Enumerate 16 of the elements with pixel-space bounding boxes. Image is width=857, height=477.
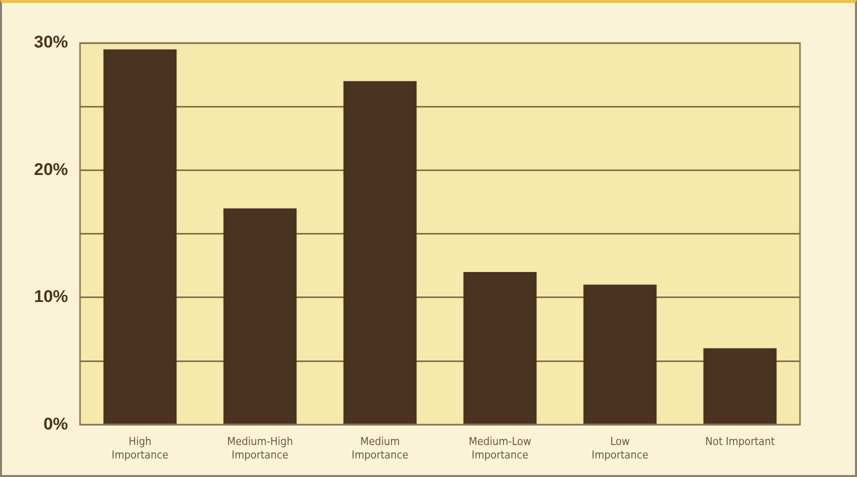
- y-tick-label: 30%: [34, 32, 68, 52]
- x-tick-label: Not Important: [705, 435, 775, 448]
- x-tick-label: High Importance: [112, 435, 168, 462]
- x-tick-label: Low Importance: [592, 435, 648, 462]
- x-tick-label: Medium Importance: [352, 435, 408, 462]
- y-tick-label: 0%: [43, 414, 68, 434]
- bar: [583, 284, 657, 424]
- x-tick-label: Medium-High Importance: [227, 435, 293, 462]
- bar: [223, 208, 297, 424]
- bar: [463, 272, 537, 424]
- bar: [703, 348, 777, 424]
- bar: [103, 49, 177, 424]
- y-tick-label: 20%: [34, 160, 68, 179]
- bar: [343, 81, 417, 424]
- x-tick-label: Medium-Low Importance: [468, 435, 532, 462]
- y-tick-label: 10%: [34, 287, 68, 306]
